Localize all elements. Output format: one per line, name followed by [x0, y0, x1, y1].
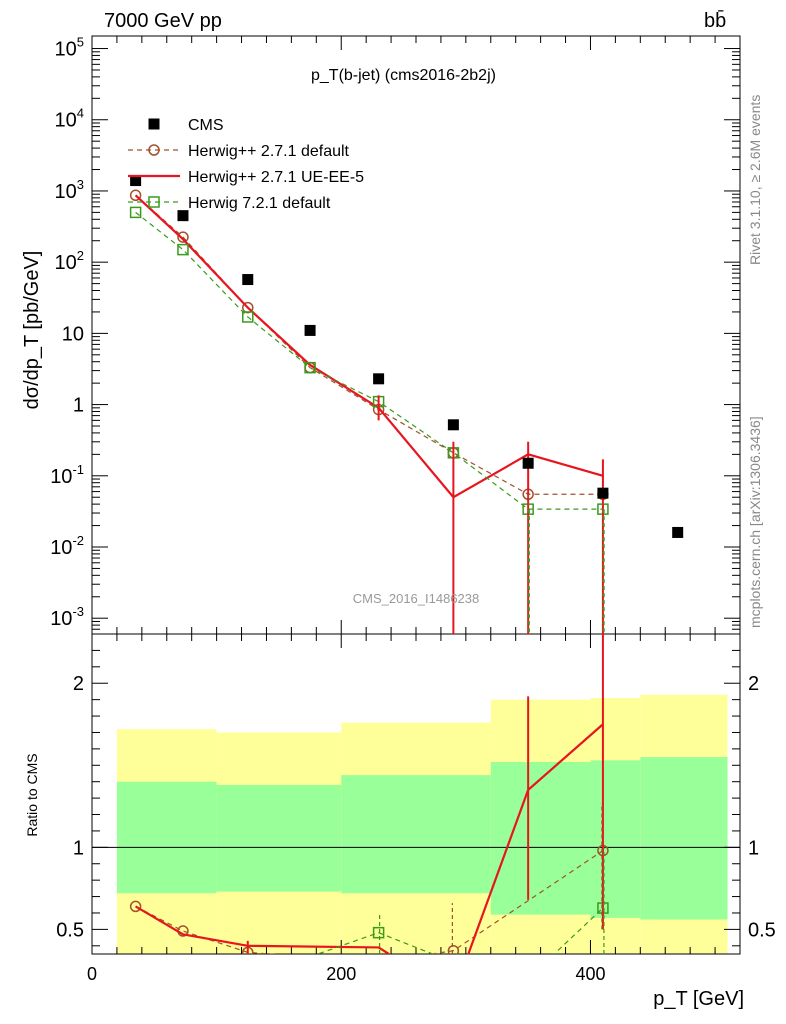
main-y-axis-label: dσ/dp_T [pb/GeV]: [21, 251, 43, 410]
ratio-y-tick-label: 0.5: [56, 919, 84, 941]
data-point: [304, 361, 316, 374]
ratio-data-layer: [129, 634, 609, 984]
process-label: bb̄: [704, 9, 726, 32]
legend: CMS Herwig++ 2.7.1 default Herwig++ 2.7.1 …: [128, 117, 364, 212]
ratio-point: [448, 957, 458, 967]
ratio-y-tick-label-right: 1: [748, 837, 759, 859]
legend-herwig-default-marker: [148, 144, 160, 156]
cms-data-point: [522, 457, 534, 469]
series-line: [135, 211, 603, 510]
ratio-point: [447, 944, 460, 954]
data-point: [177, 243, 189, 256]
y-tick-label: 1: [73, 395, 84, 417]
cms-data-point: [373, 373, 385, 385]
band-inner: [116, 781, 217, 894]
x-tick-label: 200: [326, 964, 356, 984]
ratio-point: [131, 957, 141, 967]
ratio-y-tick-label-right: 2: [748, 673, 759, 695]
mcplots-label: mcplots.cern.ch [arXiv:1306.3436]: [747, 416, 763, 628]
y-tick-label: 105: [55, 35, 84, 61]
data-point: [129, 189, 142, 202]
data-point: [177, 231, 189, 243]
rivet-version-label: Rivet 3.1.10, ≥ 2.6M events: [747, 95, 763, 265]
ratio-line: [316, 907, 604, 954]
band-inner: [640, 757, 728, 920]
y-tick-label: 10-1: [50, 462, 84, 488]
legend-herwig7-marker: [148, 196, 160, 208]
plot-title: p_T(b-jet) (cms2016-2b2j): [311, 67, 496, 84]
x-tick-label: 0: [87, 964, 97, 984]
cms-data-point: [304, 324, 316, 336]
tick-labels: 0 200 400 10-3 10-2 10-1 1 10 102 103 104 105 0.5 0.5…: [50, 35, 776, 984]
ratio-point: [372, 926, 385, 939]
band-inner: [490, 762, 591, 915]
y-tick-label: 102: [55, 248, 84, 274]
series-line: [135, 194, 603, 495]
band-inner: [590, 760, 641, 918]
data-point: [129, 206, 142, 219]
cms-data-point: [177, 210, 189, 222]
axis-ticks: [91, 36, 741, 954]
ratio-y-tick-label: 1: [73, 837, 84, 859]
y-tick-label: 10: [62, 323, 84, 345]
ratio-uncertainty-bands: [116, 694, 728, 954]
series-line: [134, 194, 604, 499]
band-inner: [341, 775, 491, 894]
beam-label: 7000 GeV pp: [104, 10, 222, 32]
y-tick-label: 10-2: [50, 533, 84, 559]
ratio-point: [374, 957, 384, 967]
cms-data-point: [597, 487, 609, 499]
analysis-id-label: CMS_2016_I1486238: [353, 591, 480, 606]
y-tick-label: 10-3: [50, 604, 84, 630]
y-tick-label: 103: [55, 177, 84, 203]
cms-data-point: [672, 526, 684, 538]
ratio-y-tick-label-right: 0.5: [748, 919, 776, 941]
ratio-y-tick-label: 2: [73, 673, 84, 695]
x-axis-label: p_T [GeV]: [653, 988, 744, 1010]
ratio-y-axis-label: Ratio to CMS: [24, 753, 40, 836]
main-data-layer: [129, 175, 684, 634]
ratio-point: [523, 974, 533, 984]
cms-data-point: [447, 419, 459, 431]
ratio-point: [129, 900, 142, 913]
ratio-point: [243, 974, 253, 984]
cms-data-point: [242, 274, 254, 286]
y-tick-label: 104: [55, 106, 84, 132]
legend-cms-marker: [148, 118, 160, 130]
legend-label: Herwig++ 2.7.1 UE-EE-5: [188, 169, 364, 186]
x-tick-label: 400: [575, 964, 605, 984]
legend-label: Herwig 7.2.1 default: [188, 195, 331, 212]
data-point: [242, 311, 254, 323]
legend-label: Herwig++ 2.7.1 default: [188, 143, 350, 160]
band-inner: [216, 784, 342, 892]
legend-label: CMS: [188, 117, 224, 134]
ratio-point: [178, 965, 188, 975]
